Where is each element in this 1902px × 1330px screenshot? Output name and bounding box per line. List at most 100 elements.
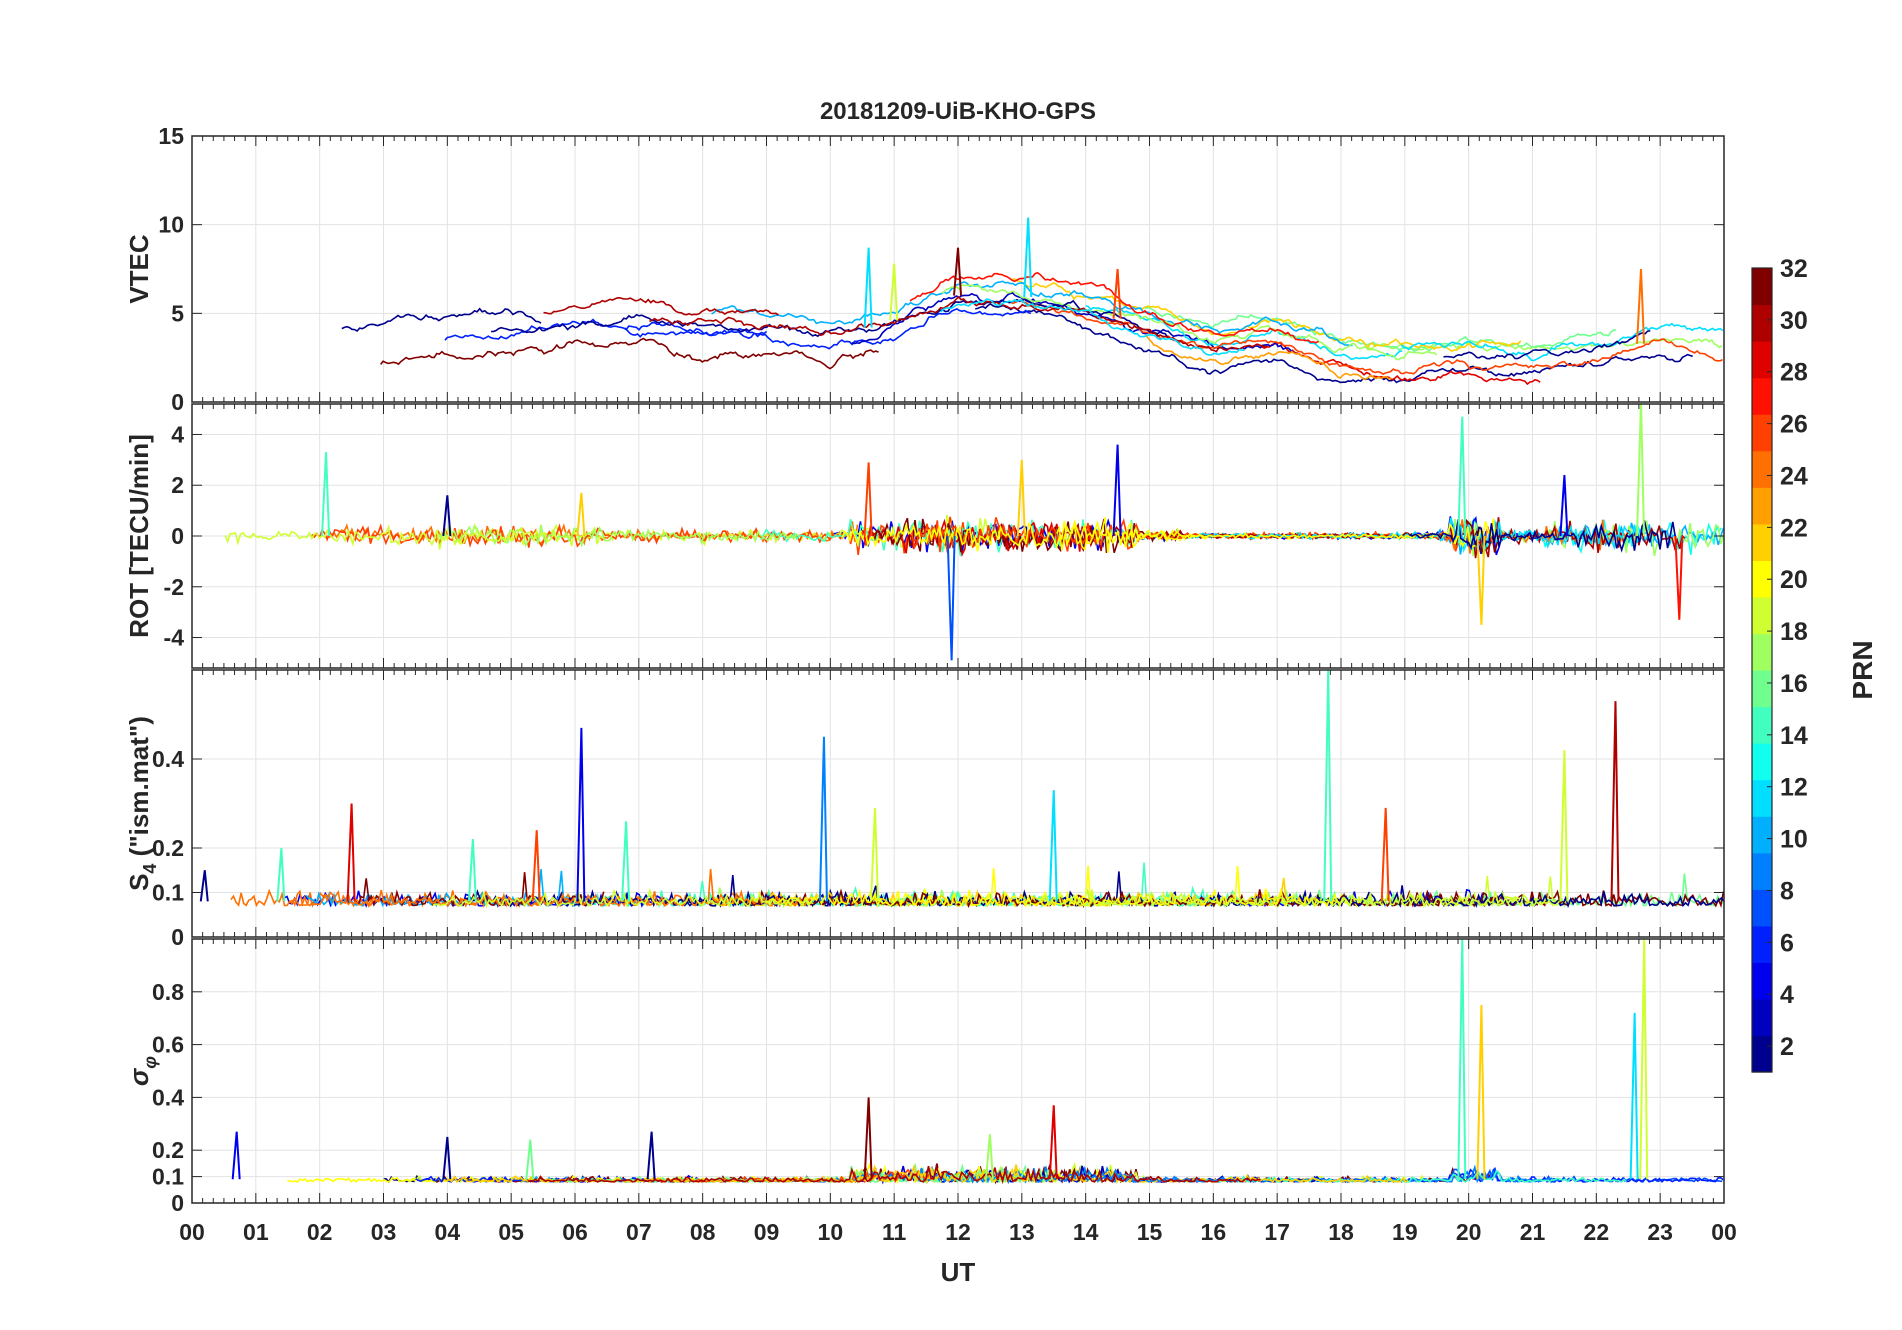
panel-sigma-traces (231, 939, 1724, 1185)
peak-vtec (863, 247, 873, 328)
x-tick-label: 12 (945, 1219, 971, 1245)
chart-title: 20181209-UiB-KHO-GPS (820, 98, 1096, 125)
y-tick-label: 0 (171, 389, 184, 415)
colorbar-segment (1752, 816, 1772, 854)
trace-prn-20 (841, 519, 1208, 552)
peak-rot (1112, 444, 1122, 537)
colorbar-segment (1752, 852, 1772, 890)
peak-rot (1457, 416, 1467, 537)
y-tick-label: 4 (171, 421, 184, 447)
x-tick-label: 15 (1137, 1219, 1163, 1245)
panel-s4: 00.10.20.4S4 ("ism.mat") (124, 669, 1725, 950)
peak-s4 (1048, 790, 1058, 902)
trace-prn-17 (437, 524, 800, 548)
trace-prn-26 (1007, 299, 1723, 376)
peak-sigma (646, 1131, 656, 1180)
panel-rot-traces (224, 404, 1724, 661)
y-tick-label: 0.8 (152, 979, 184, 1005)
x-tick-label: 19 (1392, 1219, 1418, 1245)
y-tick-label: 0 (171, 924, 184, 950)
trace-prn-2 (341, 307, 542, 333)
colorbar-tick-label: 22 (1780, 514, 1808, 542)
x-axis-label: UT (941, 1257, 976, 1287)
x-tick-label: 02 (307, 1219, 333, 1245)
x-axis: 00 01 02 03 04 05 06 07 08 09 10 11 12 13 14 15 16 17 18 19… (179, 1219, 1737, 1245)
y-tick-label: 2 (171, 472, 184, 498)
x-tick-label: 00 (1711, 1219, 1737, 1245)
peak-vtec (1636, 268, 1646, 344)
trace-prn-2 (1409, 519, 1677, 553)
x-tick-label: 04 (435, 1219, 461, 1245)
peak-rot (1636, 404, 1646, 537)
peak-rot (1674, 535, 1684, 620)
peak-rot (946, 535, 956, 661)
x-tick-label: 07 (626, 1219, 652, 1245)
y-axis-label-s4: S4 ("ism.mat") (124, 716, 160, 891)
colorbar-segment (1752, 633, 1772, 671)
peak-s4 (870, 807, 880, 902)
colorbar-segment (1752, 743, 1772, 781)
panel-rot-ticks (191, 404, 1725, 668)
peak-rot (1016, 459, 1026, 537)
trace-prn-21 (711, 877, 1338, 908)
x-tick-label: 03 (371, 1219, 397, 1245)
colorbar-segment (1752, 925, 1772, 963)
panel-vtec: 0 5 10 15 VTEC (124, 123, 1725, 415)
peak-sigma (442, 1136, 452, 1180)
colorbar-tick-label: 8 (1780, 877, 1794, 905)
colorbar-segment (1752, 377, 1772, 415)
y-axis-label-sub: φ (140, 1056, 160, 1069)
panel-s4-ticks (191, 670, 1725, 938)
peak-vtec (1023, 217, 1033, 298)
y-tick-label: 0 (171, 1190, 184, 1216)
x-tick-label: 00 (179, 1219, 205, 1245)
colorbar-tick-label: 6 (1780, 929, 1794, 957)
trace-prn-6 (444, 318, 768, 341)
panel-rot: -4 -2 0 2 4 ROT [TECU/min] (124, 403, 1725, 669)
x-tick-label: 17 (1264, 1219, 1290, 1245)
panel-s4-traces (199, 670, 1724, 909)
peak-s4 (621, 821, 631, 902)
trace-prn-11 (940, 298, 1245, 356)
y-axis-label-main: S (124, 874, 154, 891)
peak-s4 (1610, 701, 1620, 902)
y-tick-label: 10 (158, 212, 184, 238)
peak-rot (321, 452, 331, 537)
colorbar-label: PRN (1847, 640, 1878, 699)
panel-vtec-traces (341, 217, 1724, 386)
colorbar-tick-label: 24 (1780, 462, 1808, 490)
colorbar-tick-label: 26 (1780, 411, 1808, 439)
colorbar-segment (1752, 706, 1772, 744)
trace-prn-30 (649, 295, 1268, 353)
colorbar-segment (1752, 450, 1772, 488)
x-tick-label: 13 (1009, 1219, 1035, 1245)
peak-sigma (1639, 939, 1649, 1180)
colorbar-segment (1752, 523, 1772, 561)
y-tick-label: 0.2 (152, 835, 184, 861)
x-tick-label: 05 (498, 1219, 524, 1245)
colorbar-segment (1752, 962, 1772, 1000)
trace-prn-27 (909, 271, 1319, 344)
peak-vtec (889, 263, 899, 321)
x-tick-label: 14 (1073, 1219, 1099, 1245)
y-axis-label-rot: ROT [TECU/min] (124, 434, 154, 638)
trace-prn-24 (288, 868, 811, 908)
colorbar-tick-label: 2 (1780, 1033, 1794, 1061)
colorbar-segment (1752, 998, 1772, 1037)
peak-vtec (1112, 268, 1122, 319)
peak-s4 (1559, 750, 1569, 902)
colorbar-tick-label: 32 (1780, 255, 1808, 283)
colorbar-tick-label: 4 (1780, 981, 1794, 1009)
x-tick-label: 11 (882, 1219, 907, 1245)
trace-prn-2 (1294, 885, 1724, 909)
y-axis-label-main: σ (124, 1067, 154, 1086)
trace-prn-17 (941, 284, 1438, 361)
x-tick-label: 21 (1520, 1219, 1546, 1245)
x-tick-label: 23 (1647, 1219, 1673, 1245)
peak-s4 (346, 803, 356, 902)
colorbar-tick-label: 28 (1780, 359, 1808, 387)
x-tick-label: 06 (562, 1219, 588, 1245)
trace-prn-23 (1145, 335, 1392, 380)
y-tick-label: 0.6 (152, 1032, 184, 1058)
